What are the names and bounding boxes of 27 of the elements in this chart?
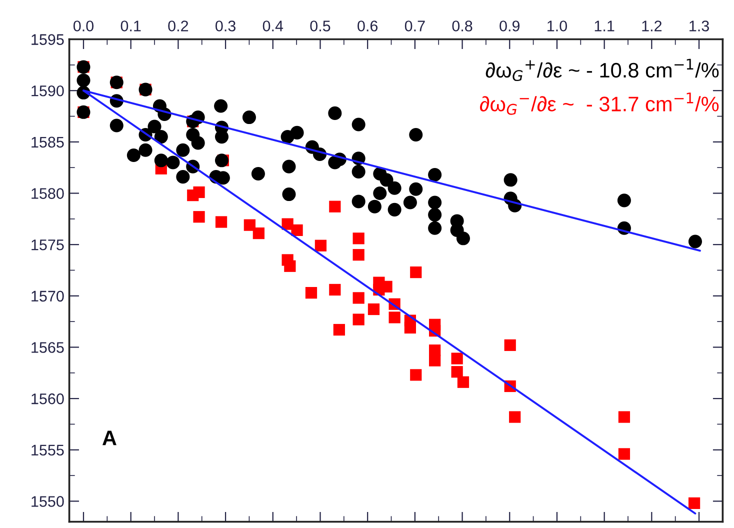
x-tick-label: 1.1 [594, 20, 614, 32]
x-tick-label: 0.2 [168, 20, 188, 32]
x-tick-label: 1.3 [690, 20, 709, 32]
x-tick-label: 1.2 [642, 20, 662, 32]
x-tick-label: 0.8 [452, 20, 472, 32]
y-tick-label: 1560 [32, 393, 64, 404]
y-tick-label: 1585 [32, 136, 64, 148]
x-tick-label: 0.1 [120, 20, 141, 32]
x-tick-label: 1.0 [548, 20, 567, 32]
x-tick-label: 0.9 [500, 20, 520, 32]
annotation: ∂ω$_{G}$$^{−}$/∂ε ~ - 31.7 cm$^{−1}$/% [480, 92, 719, 115]
annotation: A [102, 430, 116, 446]
x-tick-label: 0.0 [73, 20, 94, 32]
x-tick-label: 0.6 [358, 20, 378, 32]
annotation: ∂ω$_{G}$$^{+}$/∂ε ~ - 10.8 cm$^{−1}$/% [486, 58, 719, 82]
y-tick-label: 1575 [32, 240, 64, 250]
y-tick-label: 1555 [32, 444, 64, 456]
y-tick-label: 1550 [32, 496, 64, 507]
y-tick-label: 1580 [32, 188, 64, 199]
y-tick-label: 1595 [32, 34, 64, 45]
x-tick-label: 0.5 [310, 20, 330, 32]
x-tick-label: 0.3 [216, 20, 236, 32]
y-tick-label: 1565 [32, 342, 64, 353]
y-tick-label: 1590 [32, 85, 64, 96]
x-tick-label: 0.7 [404, 20, 425, 32]
y-tick-label: 1570 [32, 290, 64, 302]
x-tick-label: 0.4 [262, 20, 284, 32]
